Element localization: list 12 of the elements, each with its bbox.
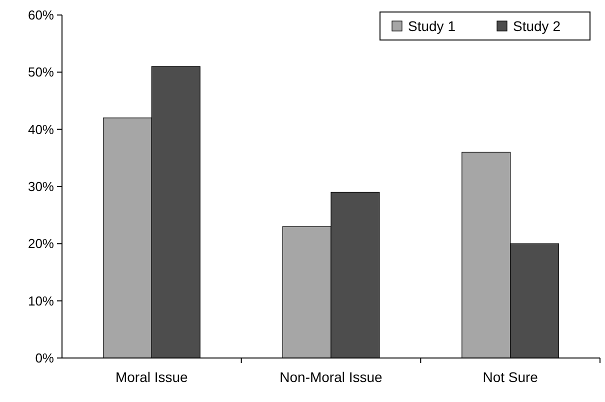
- y-tick-label: 50%: [28, 64, 54, 80]
- x-tick-label: Not Sure: [482, 369, 538, 385]
- y-tick-label: 60%: [28, 8, 54, 23]
- legend-label: Study 1: [408, 18, 456, 34]
- y-tick-label: 20%: [28, 236, 54, 252]
- x-tick-label: Non-Moral Issue: [280, 369, 383, 385]
- y-tick-label: 30%: [28, 179, 54, 194]
- y-tick-label: 0%: [35, 350, 54, 366]
- legend-label: Study 2: [513, 18, 561, 34]
- y-tick-label: 10%: [28, 293, 54, 308]
- y-tick-label: 40%: [28, 122, 54, 137]
- x-tick-label: Moral Issue: [115, 369, 188, 385]
